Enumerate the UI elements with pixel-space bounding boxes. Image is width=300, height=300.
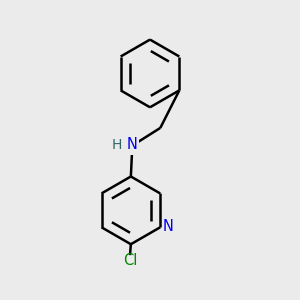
Text: H: H (112, 138, 122, 152)
Text: N: N (163, 219, 174, 234)
Text: N: N (126, 137, 137, 152)
Text: Cl: Cl (123, 253, 137, 268)
